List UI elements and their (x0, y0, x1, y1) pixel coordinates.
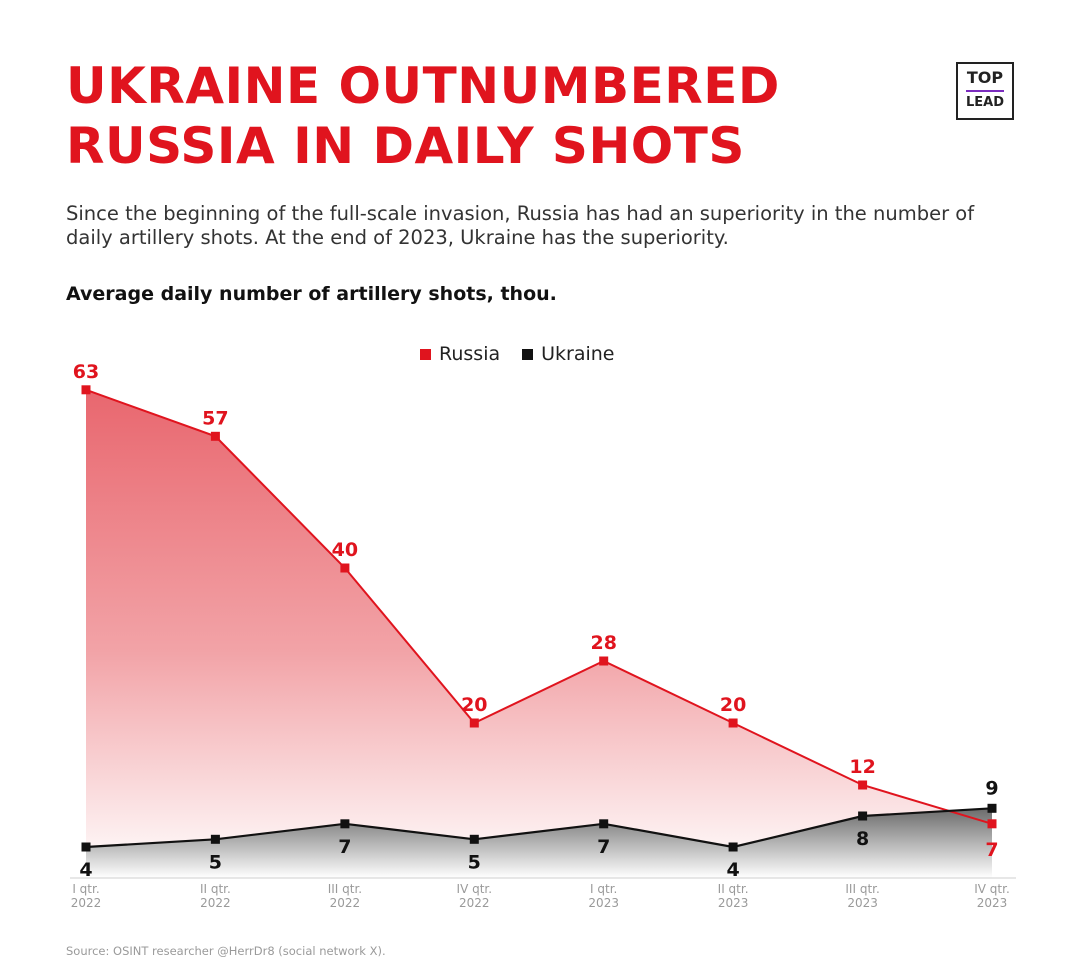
point-ukraine-8 (987, 803, 997, 813)
data-label-ukraine-6: 4 (726, 859, 739, 881)
data-label-russia-4: 20 (461, 694, 487, 716)
point-russia-8 (987, 819, 997, 829)
point-russia-1 (81, 385, 91, 395)
point-russia-7 (858, 780, 868, 790)
data-label-ukraine-2: 5 (209, 851, 222, 873)
top-lead-logo: TOP LEAD (956, 62, 1014, 120)
point-russia-6 (728, 718, 738, 728)
source-note: Source: OSINT researcher @HerrDr8 (socia… (66, 944, 386, 958)
point-ukraine-4 (469, 834, 479, 844)
area-ukraine (86, 808, 992, 878)
point-ukraine-1 (81, 842, 91, 852)
x-tick-label-2: II qtr. 2022 (200, 882, 231, 910)
data-label-ukraine-4: 5 (468, 851, 481, 873)
area-russia (86, 389, 992, 878)
data-label-ukraine-7: 8 (856, 828, 869, 850)
x-tick-label-7: III qtr. 2023 (845, 882, 879, 910)
legend-label-russia: Russia (439, 343, 501, 365)
x-tick-label-6: II qtr. 2023 (718, 882, 749, 910)
data-label-russia-5: 28 (590, 632, 616, 654)
data-label-russia-2: 57 (202, 407, 228, 429)
logo-top-text: TOP (966, 68, 1004, 87)
logo-divider (966, 90, 1004, 92)
legend-swatch-ukraine (522, 348, 534, 360)
legend-label-ukraine: Ukraine (541, 343, 615, 365)
point-russia-2 (210, 431, 220, 441)
title-line-1: UKRAINE OUTNUMBERED (66, 57, 780, 115)
x-tick-label-4: IV qtr. 2022 (457, 882, 493, 910)
data-label-russia-1: 63 (73, 361, 99, 383)
x-tick-label-8: IV qtr. 2023 (974, 882, 1010, 910)
point-russia-3 (340, 563, 350, 573)
data-label-russia-3: 40 (332, 539, 358, 561)
data-label-russia-7: 12 (849, 756, 875, 778)
chart-legend: Russia Ukraine (420, 343, 627, 365)
x-tick-label-5: I qtr. 2023 (588, 882, 619, 910)
data-label-russia-8: 7 (985, 839, 998, 861)
point-ukraine-3 (340, 819, 350, 829)
legend-swatch-russia (420, 348, 431, 360)
point-ukraine-6 (728, 842, 738, 852)
point-ukraine-5 (599, 819, 609, 829)
data-label-ukraine-8: 9 (985, 777, 998, 799)
chart-heading: Average daily number of artillery shots,… (66, 283, 557, 305)
subtitle: Since the beginning of the full-scale in… (66, 202, 975, 249)
page-title: UKRAINE OUTNUMBERED RUSSIA IN DAILY SHOT… (66, 56, 926, 176)
logo-lead-text: LEAD (965, 95, 1005, 110)
data-label-ukraine-5: 7 (597, 836, 610, 858)
line-ukraine (85, 807, 993, 849)
legend-item-ukraine: Ukraine (522, 343, 615, 365)
legend-item-russia: Russia (420, 343, 500, 365)
x-tick-label-1: I qtr. 2022 (71, 882, 102, 910)
data-label-russia-6: 20 (720, 694, 746, 716)
point-russia-4 (469, 718, 479, 728)
line-russia (85, 388, 993, 825)
point-russia-5 (599, 656, 609, 666)
x-tick-label-3: III qtr. 2022 (328, 882, 362, 910)
data-label-ukraine-3: 7 (338, 836, 351, 858)
point-ukraine-7 (858, 811, 868, 821)
title-line-2: RUSSIA IN DAILY SHOTS (66, 117, 745, 175)
data-label-ukraine-1: 4 (79, 859, 92, 881)
point-ukraine-2 (210, 834, 220, 844)
